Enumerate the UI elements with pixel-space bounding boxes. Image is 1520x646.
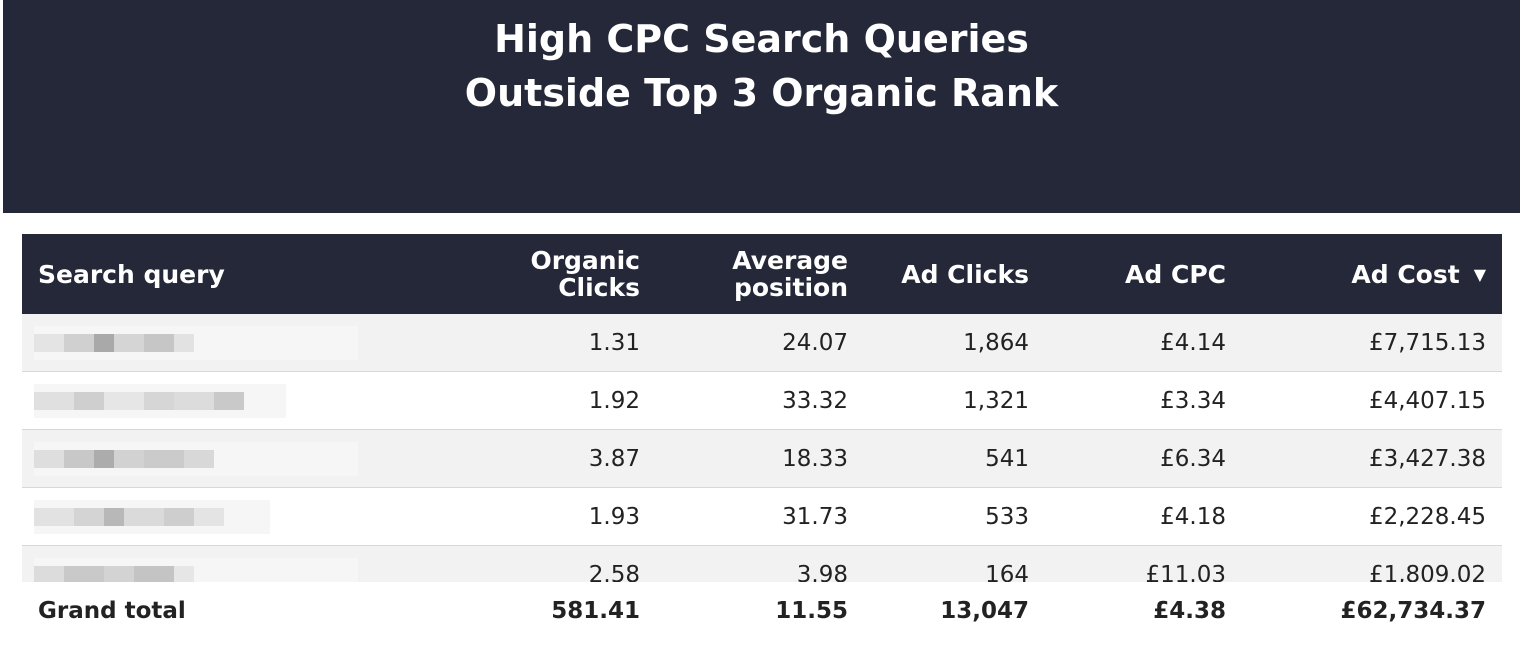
organic-clicks-value: 1.31 bbox=[588, 329, 640, 356]
redacted-query bbox=[34, 442, 358, 476]
redacted-query bbox=[34, 384, 286, 418]
ad-cpc-value: £4.18 bbox=[1160, 503, 1226, 530]
data-table: Search query Organic Clicks Average posi… bbox=[22, 234, 1502, 640]
average-position-value: 24.07 bbox=[782, 329, 848, 356]
ad-cpc-value: £6.34 bbox=[1160, 445, 1226, 472]
sort-descending-icon[interactable]: ▼ bbox=[1473, 264, 1486, 284]
table-body[interactable]: 1.31 24.07 1,864 £4.14 £7,715.13 1.92 33… bbox=[22, 314, 1502, 582]
grand-total-row: Grand total 581.41 11.55 13,047 £4.38 £6… bbox=[22, 582, 1502, 640]
total-ad-cost: £62,734.37 bbox=[1340, 598, 1486, 624]
column-header-label: Ad Clicks bbox=[901, 259, 1029, 289]
column-header-label: Search query bbox=[38, 259, 225, 289]
organic-clicks-value: 1.92 bbox=[588, 387, 640, 414]
column-header-label: Ad Cost bbox=[1351, 259, 1460, 289]
total-organic-clicks: 581.41 bbox=[551, 598, 640, 624]
ad-cost-value: £3,427.38 bbox=[1368, 445, 1486, 472]
column-header-search-query[interactable]: Search query bbox=[38, 234, 458, 314]
title-line-1: High CPC Search Queries bbox=[494, 17, 1029, 61]
ad-clicks-value: 164 bbox=[985, 561, 1029, 583]
average-position-value: 18.33 bbox=[782, 445, 848, 472]
ad-cpc-value: £3.34 bbox=[1160, 387, 1226, 414]
table-row[interactable]: 1.31 24.07 1,864 £4.14 £7,715.13 bbox=[22, 314, 1502, 372]
total-ad-clicks: 13,047 bbox=[940, 598, 1029, 624]
column-header-label: Ad CPC bbox=[1125, 259, 1226, 289]
average-position-value: 3.98 bbox=[796, 561, 848, 583]
table-row[interactable]: 1.93 31.73 533 £4.18 £2,228.45 bbox=[22, 488, 1502, 546]
redacted-query bbox=[34, 558, 358, 582]
ad-cost-value: £7,715.13 bbox=[1368, 329, 1486, 356]
grand-total-label: Grand total bbox=[38, 598, 186, 624]
report-title: High CPC Search Queries Outside Top 3 Or… bbox=[3, 12, 1520, 120]
ad-cost-value: £2,228.45 bbox=[1368, 503, 1486, 530]
table-row[interactable]: 1.92 33.32 1,321 £3.34 £4,407.15 bbox=[22, 372, 1502, 430]
ad-clicks-value: 1,864 bbox=[963, 329, 1029, 356]
redacted-query bbox=[34, 326, 358, 360]
table-row[interactable]: 3.87 18.33 541 £6.34 £3,427.38 bbox=[22, 430, 1502, 488]
organic-clicks-value: 1.93 bbox=[588, 503, 640, 530]
ad-clicks-value: 533 bbox=[985, 503, 1029, 530]
organic-clicks-value: 2.58 bbox=[588, 561, 640, 583]
column-header-ad-cost[interactable]: Ad Cost ▼ bbox=[1242, 234, 1486, 314]
average-position-value: 33.32 bbox=[782, 387, 848, 414]
ad-cpc-value: £11.03 bbox=[1145, 561, 1226, 583]
column-header-ad-clicks[interactable]: Ad Clicks bbox=[862, 234, 1029, 314]
column-header-label: Average position bbox=[732, 246, 848, 302]
ad-cpc-value: £4.14 bbox=[1160, 329, 1226, 356]
ad-cost-value: £4,407.15 bbox=[1368, 387, 1486, 414]
report-header: High CPC Search Queries Outside Top 3 Or… bbox=[3, 0, 1520, 213]
title-line-2: Outside Top 3 Organic Rank bbox=[464, 71, 1059, 115]
average-position-value: 31.73 bbox=[782, 503, 848, 530]
total-average-position: 11.55 bbox=[775, 598, 848, 624]
ad-cost-value: £1,809.02 bbox=[1368, 561, 1486, 583]
column-header-label: Organic Clicks bbox=[530, 246, 640, 302]
table-row[interactable]: 2.58 3.98 164 £11.03 £1,809.02 bbox=[22, 546, 1502, 582]
ad-clicks-value: 1,321 bbox=[963, 387, 1029, 414]
ad-clicks-value: 541 bbox=[985, 445, 1029, 472]
column-header-ad-cpc[interactable]: Ad CPC bbox=[1042, 234, 1226, 314]
column-header-organic-clicks[interactable]: Organic Clicks bbox=[462, 234, 640, 314]
table-header: Search query Organic Clicks Average posi… bbox=[22, 234, 1502, 314]
redacted-query bbox=[34, 500, 270, 534]
column-header-average-position[interactable]: Average position bbox=[662, 234, 848, 314]
organic-clicks-value: 3.87 bbox=[588, 445, 640, 472]
total-ad-cpc: £4.38 bbox=[1153, 598, 1226, 624]
